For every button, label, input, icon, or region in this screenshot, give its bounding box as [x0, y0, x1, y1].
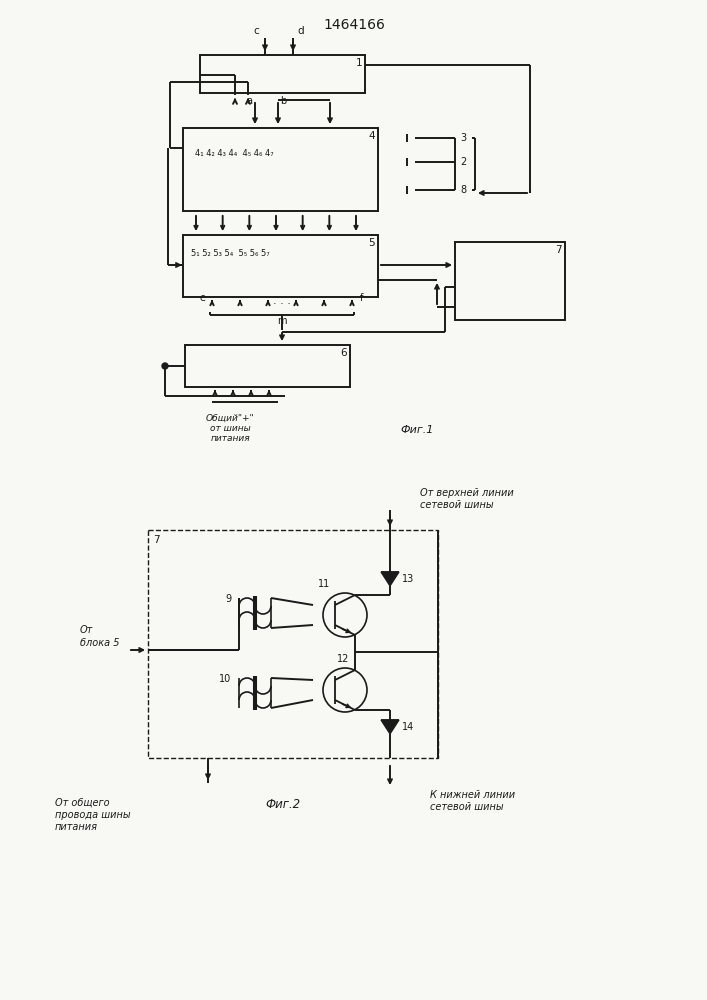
Text: 1: 1	[356, 58, 362, 68]
Text: блока 5: блока 5	[80, 638, 119, 648]
Bar	[200, 55, 365, 93]
Text: Общий"+": Общий"+"	[206, 414, 255, 423]
Text: 2: 2	[460, 157, 466, 167]
Text: питания: питания	[210, 434, 250, 443]
Text: c: c	[253, 26, 259, 36]
Text: Фиг.1: Фиг.1	[400, 425, 433, 435]
Bar	[148, 530, 438, 758]
Text: 10: 10	[218, 674, 231, 684]
Text: питания: питания	[55, 822, 98, 832]
Bar	[455, 242, 565, 320]
Text: Фиг.2: Фиг.2	[265, 798, 300, 811]
Text: От верхней линии: От верхней линии	[420, 488, 514, 498]
Text: 1464166: 1464166	[323, 18, 385, 32]
Text: 13: 13	[402, 574, 414, 584]
Text: d: d	[297, 26, 303, 36]
Text: 7: 7	[556, 245, 562, 255]
Bar	[185, 345, 350, 387]
Text: 3: 3	[460, 133, 466, 143]
Text: 4: 4	[368, 131, 375, 141]
Text: 11: 11	[317, 579, 330, 589]
Text: К нижней линии: К нижней линии	[430, 790, 515, 800]
Text: 5₁ 5₂ 5₃ 5₄  5₅ 5₆ 5₇: 5₁ 5₂ 5₃ 5₄ 5₅ 5₆ 5₇	[191, 248, 269, 257]
Text: от шины: от шины	[209, 424, 250, 433]
Circle shape	[162, 363, 168, 369]
Text: 4₁ 4₂ 4₃ 4₄  4₅ 4₆ 4₇: 4₁ 4₂ 4₃ 4₄ 4₅ 4₆ 4₇	[195, 148, 274, 157]
Text: 7: 7	[153, 535, 160, 545]
Text: 8: 8	[460, 185, 466, 195]
Bar	[183, 235, 378, 297]
Text: 9: 9	[225, 594, 231, 604]
Text: 5: 5	[368, 238, 375, 248]
Bar	[183, 128, 378, 211]
Text: f: f	[360, 293, 363, 303]
Text: a: a	[246, 96, 252, 106]
Text: 6: 6	[340, 348, 347, 358]
Polygon shape	[381, 572, 399, 586]
Text: e: e	[199, 293, 205, 303]
Text: 12: 12	[337, 654, 349, 664]
Text: · · ·: · · ·	[273, 299, 291, 309]
Polygon shape	[381, 720, 399, 734]
Text: провода шины: провода шины	[55, 810, 131, 820]
Text: От: От	[80, 625, 93, 635]
Text: От общего: От общего	[55, 798, 110, 808]
Text: сетевой шины: сетевой шины	[430, 802, 503, 812]
Text: 14: 14	[402, 722, 414, 732]
Text: m: m	[277, 316, 287, 326]
Text: сетевой шины: сетевой шины	[420, 500, 493, 510]
Text: b: b	[280, 96, 286, 106]
